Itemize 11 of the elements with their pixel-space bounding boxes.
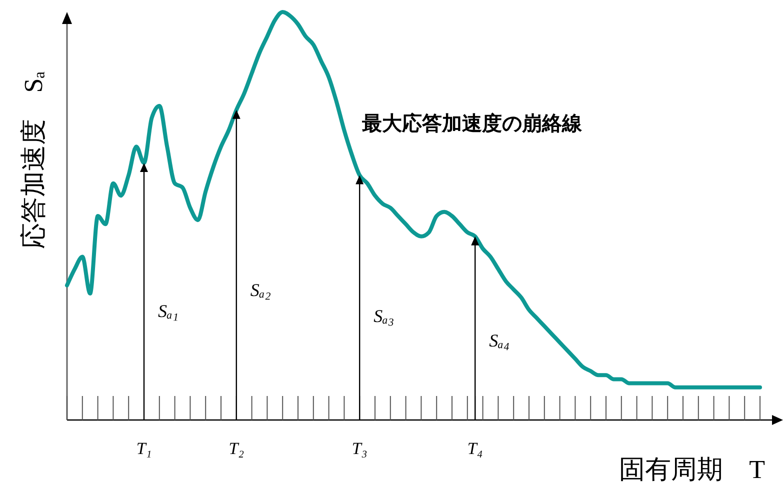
- x-tick-label: T₂: [228, 439, 244, 458]
- series-label: 最大応答加速度の崩絡線: [361, 111, 583, 135]
- x-tick-label: T₃: [352, 439, 368, 458]
- x-axis-title: 固有周期 T: [619, 455, 766, 484]
- annotation: Sₐ₄: [489, 330, 510, 351]
- y-axis-title: 応答加速度 Sₐ: [19, 71, 48, 249]
- annotation: Sₐ₁: [158, 301, 179, 322]
- annotation: Sₐ₂: [250, 280, 271, 300]
- x-tick-label: T₄: [467, 439, 483, 458]
- annotation: Sₐ₃: [374, 306, 394, 326]
- x-tick-label: T₁: [136, 439, 152, 458]
